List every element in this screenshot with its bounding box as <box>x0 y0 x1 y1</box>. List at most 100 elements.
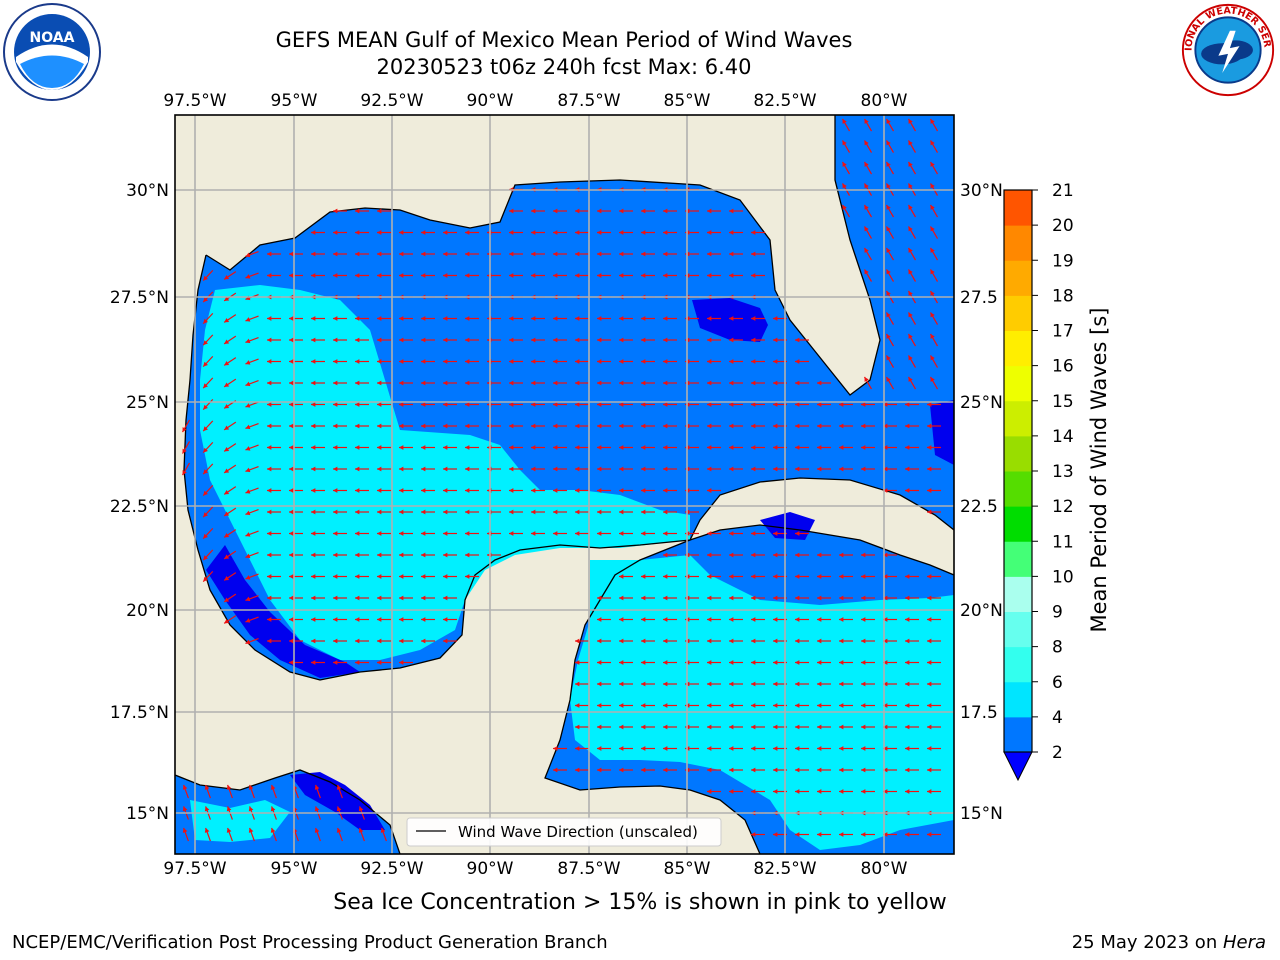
wind-arrow-head <box>707 380 712 386</box>
wind-arrow-head <box>663 531 668 536</box>
wind-arrow-head <box>597 703 602 708</box>
lat-tick-right: 15°N <box>960 804 1003 824</box>
wind-arrow-head <box>883 617 888 622</box>
map-legend: Wind Wave Direction (unscaled) <box>406 817 722 847</box>
wind-arrow-head <box>729 273 734 278</box>
wind-arrow-head <box>289 316 294 321</box>
wind-arrow-head <box>399 251 404 257</box>
wind-arrow-head <box>203 490 208 496</box>
map-tick-labels: 97.5°W 97.5°W 95°W 95°W 92.5°W 92.5°W 90°W 90°W… <box>110 91 1003 879</box>
wind-arrow-head <box>729 724 734 730</box>
lat-tick-right: 30°N <box>960 181 1003 201</box>
wind-arrow-head <box>663 208 668 214</box>
wind-arrow-head <box>663 617 668 622</box>
wind-arrow-head <box>663 746 668 751</box>
wind-arrow-head <box>795 638 800 644</box>
wind-arrow-head <box>663 337 668 343</box>
wind-arrow-head <box>245 596 251 602</box>
sea-ice-note: Sea Ice Concentration > 15% is shown in … <box>333 890 947 915</box>
wind-arrow-head <box>641 273 646 278</box>
wind-arrow-head <box>641 423 646 429</box>
lat-tick-left: 22.5°N <box>110 497 169 517</box>
wind-arrow-head <box>311 402 316 407</box>
colorbar-segment <box>1004 681 1032 718</box>
wind-arrow-head <box>355 423 360 429</box>
nws-logo: NATIONAL WEATHER SERVICE <box>1178 2 1275 97</box>
lat-tick-left: 20°N <box>126 601 169 621</box>
wind-arrow-head <box>883 724 888 730</box>
wind-arrow-head <box>421 617 426 622</box>
wind-arrow-head <box>311 316 316 321</box>
wind-arrow-head <box>905 789 910 794</box>
wind-arrow-head <box>289 509 294 515</box>
wind-arrow-head <box>729 380 734 386</box>
wind-arrow-head <box>203 469 208 475</box>
darkblue-patch-2 <box>206 545 360 678</box>
wind-arrow-head <box>333 316 338 321</box>
wind-arrow-head <box>663 660 668 665</box>
wind-arrow-head <box>817 832 822 837</box>
wind-arrow-head <box>531 359 536 364</box>
wind-arrow-head <box>399 488 404 493</box>
wind-arrow-head <box>817 767 822 773</box>
wind-arrow-head <box>465 531 470 536</box>
lon-tick-bottom: 80°W <box>861 859 908 879</box>
colorbar-segment <box>1004 295 1032 331</box>
wind-arrow-head <box>399 445 404 450</box>
wind-arrow-head <box>443 531 448 536</box>
wind-arrow-head <box>311 660 316 665</box>
wind-arrow-head <box>842 118 847 124</box>
wind-arrow-head <box>267 617 272 622</box>
wind-arrow-head <box>336 827 342 833</box>
wind-arrow-head <box>224 339 230 344</box>
wind-arrow-head <box>619 466 624 472</box>
wind-arrow-head <box>817 552 822 558</box>
wind-arrow-head <box>663 402 668 407</box>
wind-arrow-head <box>358 827 364 833</box>
wind-arrow-head <box>270 827 276 833</box>
wind-arrow-head <box>861 617 866 622</box>
wind-arrow-head <box>729 531 734 536</box>
wind-arrow-head <box>839 595 844 601</box>
wind-arrow-head <box>333 466 338 472</box>
credit-date: 25 May 2023 on Hera <box>1072 932 1266 953</box>
wind-arrow-head <box>839 660 844 665</box>
wind-arrow-head <box>575 767 580 773</box>
wind-arrow-head <box>597 724 602 730</box>
wind-arrow-head <box>377 273 382 278</box>
wind-arrow-head <box>224 597 230 602</box>
wind-arrow-head <box>421 230 426 235</box>
wind-arrow-head <box>930 161 935 167</box>
wind-arrow-head <box>839 767 844 773</box>
colorbar-tick-label: 16 <box>1052 357 1074 377</box>
wind-arrow-head <box>597 445 602 450</box>
wind-arrow-head <box>245 639 251 645</box>
wind-arrow-head <box>861 445 866 450</box>
wind-arrow-head <box>465 402 470 407</box>
wind-arrow-head <box>927 789 932 794</box>
wind-arrow-head <box>795 466 800 472</box>
wind-arrow-head <box>377 617 382 622</box>
wind-arrow-head <box>443 595 448 601</box>
wind-arrow-head <box>707 531 712 536</box>
wind-arrow-head <box>597 466 602 472</box>
colorbar-label: Mean Period of Wind Waves [s] <box>1087 308 1111 633</box>
wind-arrow-head <box>553 316 558 321</box>
wind-arrow-head <box>729 681 734 687</box>
wind-arrow-head <box>509 251 514 257</box>
wind-arrow-head <box>355 574 360 579</box>
wind-arrow-head <box>355 660 360 665</box>
wind-arrow-head <box>795 832 800 837</box>
wind-arrow-head <box>641 703 646 708</box>
wind-arrow-head <box>729 574 734 579</box>
wind-arrow-head <box>531 402 536 407</box>
wind-arrow-head <box>883 552 888 558</box>
wind-arrow-head <box>531 509 536 515</box>
wind-arrow-head <box>729 316 734 321</box>
credit-machine: Hera <box>1222 932 1266 953</box>
wind-arrow-head <box>575 316 580 321</box>
colorbar-segment <box>1004 716 1032 753</box>
wind-arrow-head <box>333 273 338 278</box>
wind-arrow-head <box>355 316 360 321</box>
wind-arrow-head <box>224 274 230 280</box>
